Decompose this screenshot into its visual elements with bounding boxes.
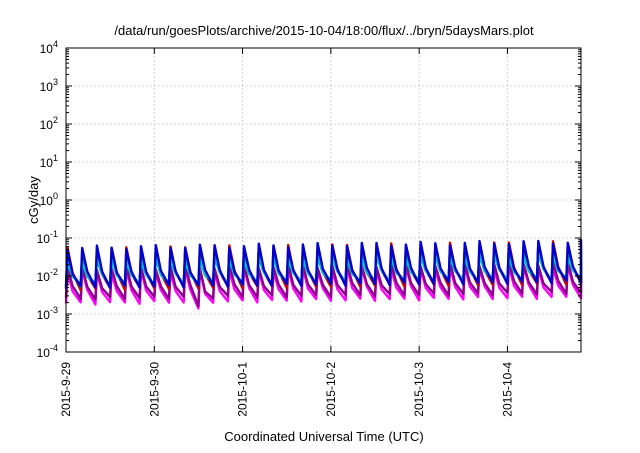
x-tick-label: 2015-10-3 (412, 362, 426, 417)
y-tick-label: 10-3 (37, 305, 58, 322)
x-tick-label: 2015-9-29 (59, 362, 73, 417)
y-tick-label: 102 (40, 115, 58, 132)
x-tick-label: 2015-10-1 (236, 362, 250, 417)
series-line (64, 263, 583, 310)
grid (66, 48, 581, 352)
y-tick-label: 100 (40, 191, 58, 208)
y-tick-label: 103 (40, 77, 58, 94)
x-tick-label: 2015-10-4 (500, 362, 514, 417)
y-tick-label: 10-4 (37, 343, 58, 360)
plot-frame (65, 47, 582, 353)
y-tick-label: 10-1 (37, 229, 58, 246)
axes: 10-4 10-3 10-2 10-1 100 101 102 103 104 2015-9-29… (37, 39, 582, 417)
series-line (64, 260, 583, 308)
series-line (64, 238, 583, 289)
series-group (64, 238, 583, 310)
x-axis-label: Coordinated Universal Time (UTC) (224, 429, 423, 444)
x-tick-label: 2015-10-2 (324, 362, 338, 417)
y-axis-label: cGy/day (26, 176, 41, 224)
y-tick-label: 101 (40, 153, 58, 170)
x-tick-label: 2015-9-30 (147, 362, 161, 417)
y-tick-label: 104 (40, 39, 58, 56)
chart-title: /data/run/goesPlots/archive/2015-10-04/1… (114, 23, 534, 38)
y-tick-label: 10-2 (37, 267, 58, 284)
